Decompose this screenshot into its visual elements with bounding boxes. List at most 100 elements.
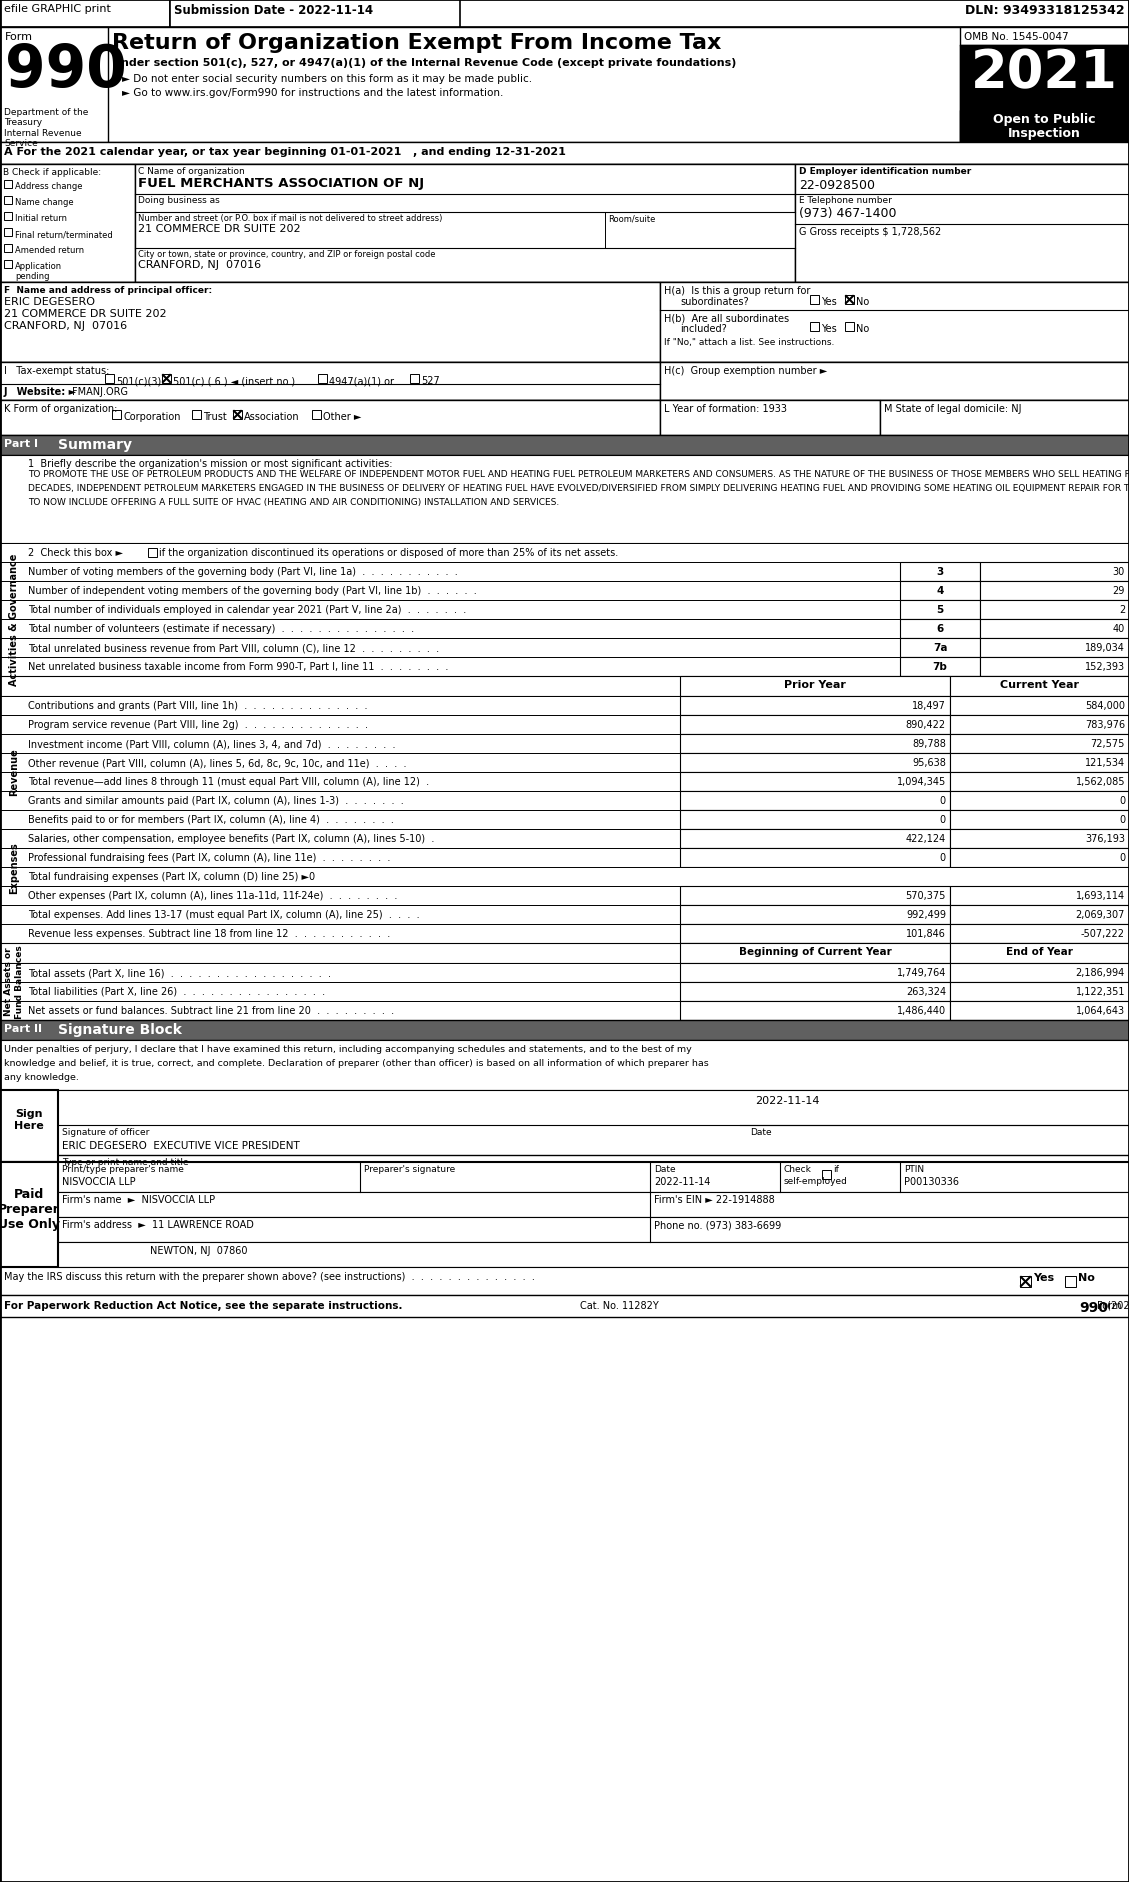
Text: Total number of individuals employed in calendar year 2021 (Part V, line 2a)  . : Total number of individuals employed in … xyxy=(28,604,466,615)
Bar xyxy=(980,563,1129,582)
Text: J   Website: ►: J Website: ► xyxy=(5,388,77,397)
Text: knowledge and belief, it is true, correct, and complete. Declaration of preparer: knowledge and belief, it is true, correc… xyxy=(5,1058,709,1067)
Bar xyxy=(0,753,1129,774)
Bar xyxy=(949,982,1129,1001)
Text: Department of the
Treasury
Internal Revenue
Service: Department of the Treasury Internal Reve… xyxy=(5,107,88,149)
Text: I   Tax-exempt status:: I Tax-exempt status: xyxy=(5,365,110,376)
Bar xyxy=(949,792,1129,811)
Text: 990: 990 xyxy=(1079,1300,1108,1314)
Bar xyxy=(5,230,12,237)
Text: 89,788: 89,788 xyxy=(912,738,946,749)
Text: Net Assets or
Fund Balances: Net Assets or Fund Balances xyxy=(5,945,24,1018)
Text: Part II: Part II xyxy=(5,1024,42,1033)
Bar xyxy=(844,324,854,331)
Text: included?: included? xyxy=(680,324,727,333)
Text: 1,749,764: 1,749,764 xyxy=(896,967,946,977)
Bar xyxy=(0,830,1129,849)
Bar xyxy=(949,678,1129,696)
Text: Return of Organization Exempt From Income Tax: Return of Organization Exempt From Incom… xyxy=(112,34,721,53)
Text: A For the 2021 calendar year, or tax year beginning 01-01-2021   , and ending 12: A For the 2021 calendar year, or tax yea… xyxy=(5,147,566,156)
Bar xyxy=(5,262,12,269)
Bar xyxy=(0,1001,1129,1020)
Bar xyxy=(949,943,1129,964)
Bar xyxy=(0,1295,1129,1317)
Text: (973) 467-1400: (973) 467-1400 xyxy=(799,207,896,220)
Text: 584,000: 584,000 xyxy=(1085,700,1124,711)
Text: 2021: 2021 xyxy=(971,47,1118,100)
Text: FUEL MERCHANTS ASSOCIATION OF NJ: FUEL MERCHANTS ASSOCIATION OF NJ xyxy=(138,177,425,190)
Bar xyxy=(148,550,157,557)
Bar xyxy=(0,0,1129,28)
Bar xyxy=(680,924,949,943)
Bar xyxy=(318,375,327,384)
Bar xyxy=(980,619,1129,638)
Bar xyxy=(0,455,1129,544)
Bar xyxy=(879,401,1129,437)
Bar xyxy=(822,1171,831,1180)
Bar xyxy=(0,1020,1129,1041)
Text: Revenue less expenses. Subtract line 18 from line 12  .  .  .  .  .  .  .  .  . : Revenue less expenses. Subtract line 18 … xyxy=(28,928,391,939)
Text: 152,393: 152,393 xyxy=(1085,662,1124,672)
Text: 2: 2 xyxy=(1119,604,1124,615)
Bar xyxy=(980,638,1129,657)
Text: CRANFORD, NJ  07016: CRANFORD, NJ 07016 xyxy=(138,260,261,269)
Bar xyxy=(0,734,1129,753)
Bar xyxy=(0,678,1129,696)
Bar xyxy=(105,375,114,384)
Bar xyxy=(0,401,660,437)
Text: 1,094,345: 1,094,345 xyxy=(896,777,946,787)
Text: Beginning of Current Year: Beginning of Current Year xyxy=(738,947,892,956)
Text: 0: 0 xyxy=(1119,815,1124,824)
Bar xyxy=(0,600,1129,619)
Text: Preparer's signature: Preparer's signature xyxy=(364,1165,455,1172)
Text: H(b)  Are all subordinates: H(b) Are all subordinates xyxy=(664,312,789,324)
Bar xyxy=(680,849,949,868)
Bar xyxy=(680,678,949,696)
Text: Total revenue—add lines 8 through 11 (must equal Part VIII, column (A), line 12): Total revenue—add lines 8 through 11 (mu… xyxy=(28,777,429,787)
Bar xyxy=(0,886,1129,905)
Text: (2021): (2021) xyxy=(1104,1300,1129,1310)
Text: No: No xyxy=(856,297,869,307)
Text: Open to Public: Open to Public xyxy=(994,113,1096,126)
Text: Salaries, other compensation, employee benefits (Part IX, column (A), lines 5-10: Salaries, other compensation, employee b… xyxy=(28,834,435,843)
Bar xyxy=(5,181,12,188)
Bar xyxy=(949,886,1129,905)
Text: Expenses: Expenses xyxy=(9,841,19,894)
Text: Program service revenue (Part VIII, line 2g)  .  .  .  .  .  .  .  .  .  .  .  .: Program service revenue (Part VIII, line… xyxy=(28,719,368,730)
Bar xyxy=(0,696,1129,715)
Text: No: No xyxy=(856,324,869,333)
Text: Final return/terminated: Final return/terminated xyxy=(15,230,113,239)
Bar xyxy=(5,213,12,220)
Bar xyxy=(135,166,795,282)
Bar xyxy=(0,1090,1129,1163)
Text: H(a)  Is this a group return for: H(a) Is this a group return for xyxy=(664,286,811,295)
Bar xyxy=(0,924,1129,943)
Bar xyxy=(0,28,1129,143)
Bar xyxy=(960,28,1129,143)
Text: 95,638: 95,638 xyxy=(912,758,946,768)
Text: ERIC DEGESERO  EXECUTIVE VICE PRESIDENT: ERIC DEGESERO EXECUTIVE VICE PRESIDENT xyxy=(62,1140,300,1150)
Text: 121,534: 121,534 xyxy=(1085,758,1124,768)
Bar xyxy=(1065,1276,1076,1287)
Bar xyxy=(660,282,1129,363)
Bar xyxy=(0,582,1129,600)
Text: 2022-11-14: 2022-11-14 xyxy=(654,1176,710,1186)
Text: ► Go to www.irs.gov/Form990 for instructions and the latest information.: ► Go to www.irs.gov/Form990 for instruct… xyxy=(122,88,504,98)
Bar xyxy=(980,582,1129,600)
Bar xyxy=(0,166,135,282)
Bar xyxy=(0,282,660,363)
Bar xyxy=(844,295,854,305)
Bar xyxy=(680,1001,949,1020)
Text: if the organization discontinued its operations or disposed of more than 25% of : if the organization discontinued its ope… xyxy=(159,548,619,557)
Text: 72,575: 72,575 xyxy=(1091,738,1124,749)
Text: Cat. No. 11282Y: Cat. No. 11282Y xyxy=(580,1300,658,1310)
Text: Name change: Name change xyxy=(15,198,73,207)
Text: Firm's address  ►  11 LAWRENCE ROAD: Firm's address ► 11 LAWRENCE ROAD xyxy=(62,1220,254,1229)
Text: Date: Date xyxy=(750,1127,771,1137)
Text: Room/suite: Room/suite xyxy=(609,215,655,222)
Bar xyxy=(0,849,1129,868)
Text: G Gross receipts $ 1,728,562: G Gross receipts $ 1,728,562 xyxy=(799,228,942,237)
Text: K Form of organization:: K Form of organization: xyxy=(5,405,117,414)
Text: 0: 0 xyxy=(939,796,946,805)
Bar xyxy=(900,638,980,657)
